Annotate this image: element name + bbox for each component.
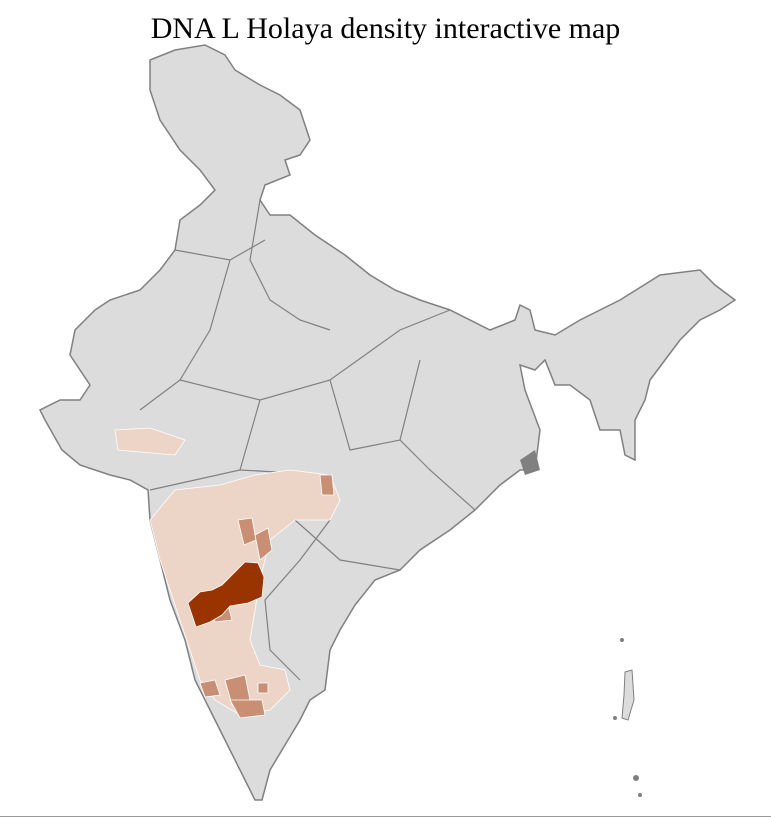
map-title: DNA L Holaya density interactive map bbox=[150, 12, 621, 45]
density-region-high[interactable] bbox=[187, 561, 265, 628]
sundarbans-delta bbox=[520, 450, 540, 475]
density-region-medium-5[interactable] bbox=[199, 679, 221, 698]
andaman-islands bbox=[613, 638, 642, 797]
density-region-medium-2[interactable] bbox=[254, 527, 273, 561]
density-region-medium-7[interactable] bbox=[229, 699, 266, 719]
density-region-low-gujarat[interactable] bbox=[114, 427, 186, 456]
density-region-medium-8[interactable] bbox=[257, 682, 269, 694]
density-region-medium-3[interactable] bbox=[319, 474, 335, 496]
